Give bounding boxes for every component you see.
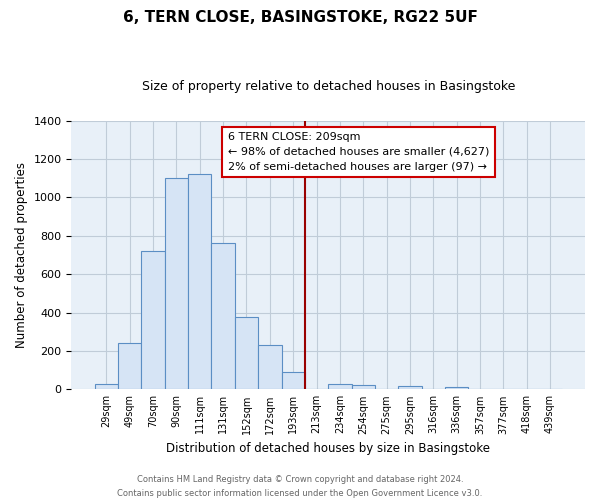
X-axis label: Distribution of detached houses by size in Basingstoke: Distribution of detached houses by size … [166,442,490,455]
Bar [281,372,305,390]
Text: 6 TERN CLOSE: 209sqm
← 98% of detached houses are smaller (4,627)
2% of semi-det: 6 TERN CLOSE: 209sqm ← 98% of detached h… [228,132,489,172]
Title: Size of property relative to detached houses in Basingstoke: Size of property relative to detached ho… [142,80,515,93]
Bar [188,174,211,390]
Bar [165,178,188,390]
Bar [211,244,235,390]
Bar [445,388,468,390]
Bar [328,384,352,390]
Bar [142,251,165,390]
Bar [258,345,281,390]
Bar [118,343,142,390]
Bar [95,384,118,390]
Y-axis label: Number of detached properties: Number of detached properties [15,162,28,348]
Text: Contains HM Land Registry data © Crown copyright and database right 2024.
Contai: Contains HM Land Registry data © Crown c… [118,476,482,498]
Bar [352,386,375,390]
Bar [235,318,258,390]
Bar [398,386,422,390]
Text: 6, TERN CLOSE, BASINGSTOKE, RG22 5UF: 6, TERN CLOSE, BASINGSTOKE, RG22 5UF [122,10,478,25]
